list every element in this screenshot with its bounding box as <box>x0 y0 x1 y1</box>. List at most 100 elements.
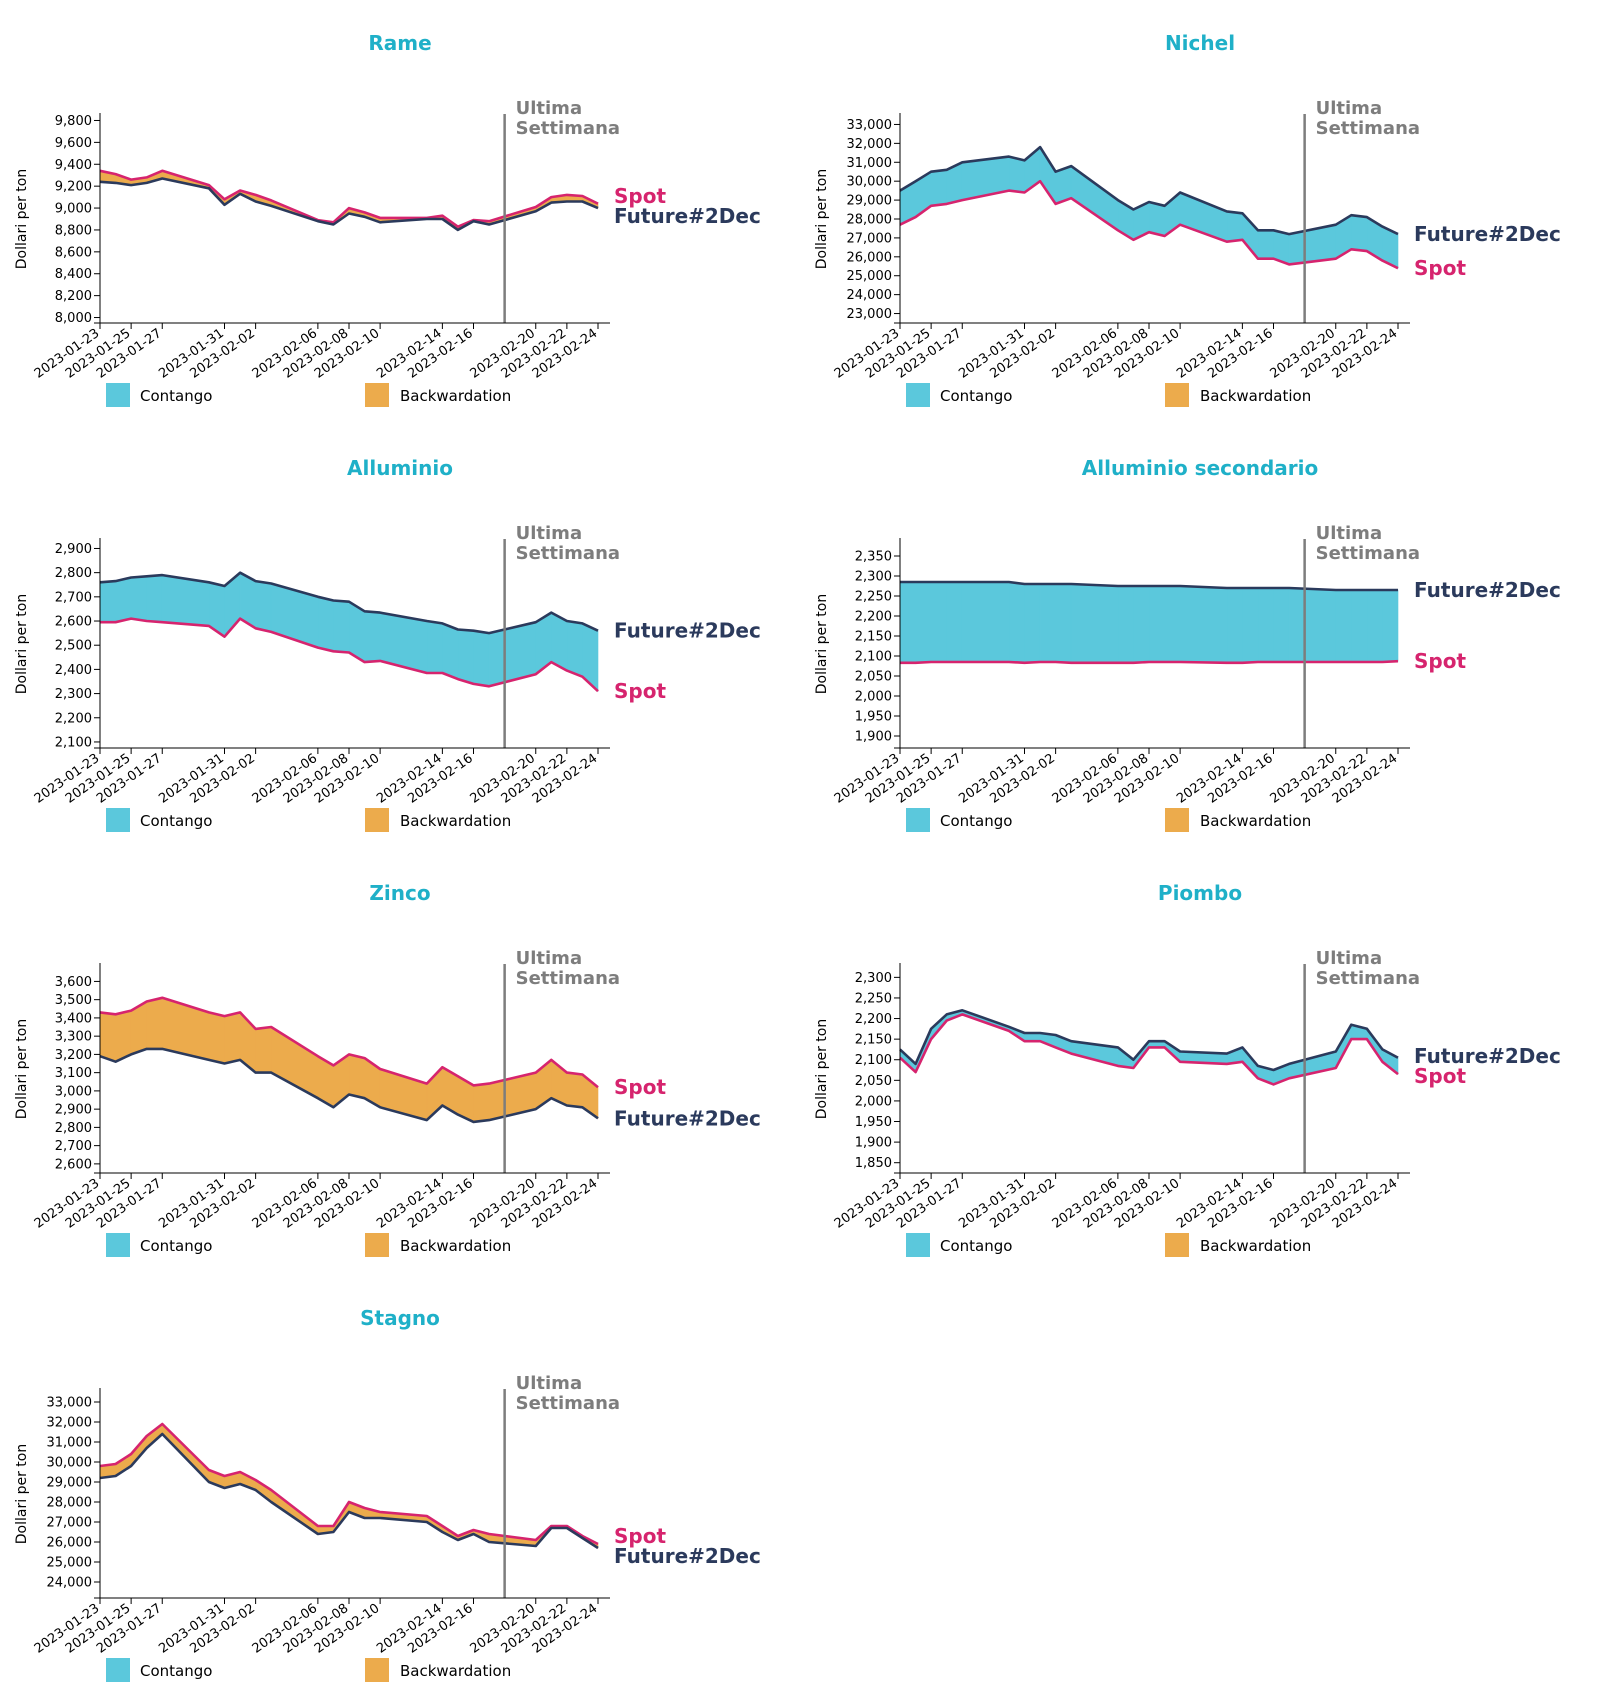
y-tick-label: 2,500 <box>55 639 92 654</box>
y-axis-label: Dollari per ton <box>14 169 30 269</box>
contango-area <box>551 612 568 672</box>
spot-line <box>99 1422 599 1546</box>
y-tick-label: 31,000 <box>847 156 893 171</box>
y-tick-label: 2,300 <box>55 687 92 702</box>
contango-area <box>566 620 583 678</box>
future-label: Future#2Dec <box>614 204 761 228</box>
y-tick-label: 24,000 <box>47 1576 93 1591</box>
legend-backwardation-label: Backwardation <box>400 1237 511 1255</box>
contango-area <box>1070 165 1119 231</box>
y-tick-label: 29,000 <box>47 1476 93 1491</box>
contango-area <box>1366 589 1383 663</box>
y-tick-label: 2,300 <box>855 971 892 986</box>
y-tick-label: 25,000 <box>47 1556 93 1571</box>
y-tick-label: 2,000 <box>855 690 892 705</box>
spot-line <box>100 617 599 693</box>
contango-area <box>146 574 163 623</box>
lastweek-label-line1: Ultima <box>516 1373 582 1394</box>
backwardation-area <box>255 1026 272 1073</box>
y-axis-label: Dollari per ton <box>14 1019 30 1119</box>
y-tick-label: 2,800 <box>55 1121 92 1136</box>
contango-area <box>426 620 443 674</box>
y-tick-label: 1,850 <box>855 1156 892 1171</box>
contango-area <box>1242 587 1259 664</box>
y-tick-label: 1,900 <box>855 730 892 745</box>
y-tick-label: 2,200 <box>855 1012 892 1027</box>
y-tick-label: 1,950 <box>855 710 892 725</box>
contango-area <box>115 577 132 623</box>
contango-area <box>270 583 319 649</box>
contango-area <box>961 581 1010 663</box>
y-tick-label: 33,000 <box>47 1396 93 1411</box>
lastweek-label-line1: Ultima <box>1316 948 1382 969</box>
spot-line <box>899 1013 1399 1086</box>
legend-contango-label: Contango <box>940 387 1012 405</box>
contango-area <box>1382 589 1399 663</box>
future-label: Future#2Dec <box>614 1544 761 1568</box>
contango-area <box>1257 587 1274 663</box>
spot-label: Spot <box>1414 649 1466 673</box>
y-axis-label: Dollari per ton <box>814 1019 830 1119</box>
y-tick-label: 25,000 <box>847 269 893 284</box>
contango-area <box>333 600 350 653</box>
y-tick-label: 8,200 <box>55 289 92 304</box>
y-tick-label: 2,400 <box>55 663 92 678</box>
chart-title: Stagno <box>360 1306 440 1330</box>
backwardation-area <box>566 1072 583 1108</box>
y-tick-label: 2,250 <box>855 991 892 1006</box>
legend-backwardation-swatch <box>1165 383 1189 407</box>
spot-label: Spot <box>1414 256 1466 280</box>
y-tick-label: 28,000 <box>47 1496 93 1511</box>
legend-contango-swatch <box>906 1233 930 1257</box>
legend-contango-label: Contango <box>140 387 212 405</box>
contango-area <box>1070 583 1119 664</box>
contango-area <box>161 574 210 627</box>
y-tick-label: 2,700 <box>55 1139 92 1154</box>
future-label: Future#2Dec <box>1414 578 1561 602</box>
y-tick-label: 3,200 <box>55 1048 92 1063</box>
y-tick-label: 24,000 <box>847 288 893 303</box>
future-line <box>99 177 599 232</box>
future-label: Future#2Dec <box>1414 222 1561 246</box>
lastweek-label-line2: Settimana <box>516 968 620 989</box>
contango-area <box>1226 211 1243 243</box>
backwardation-area <box>115 1010 132 1063</box>
lastweek-label-line1: Ultima <box>516 948 582 969</box>
y-tick-label: 2,350 <box>855 550 892 565</box>
spot-line <box>99 996 599 1089</box>
y-tick-label: 2,200 <box>855 610 892 625</box>
y-tick-label: 9,800 <box>55 114 92 129</box>
y-tick-label: 32,000 <box>847 137 893 152</box>
contango-area <box>930 581 947 663</box>
lastweek-label-line2: Settimana <box>1316 968 1420 989</box>
y-tick-label: 2,600 <box>55 1157 92 1172</box>
legend-contango-swatch <box>106 808 130 832</box>
legend-contango-swatch <box>106 1658 130 1682</box>
future-label: Future#2Dec <box>614 1106 761 1130</box>
contango-area <box>1024 583 1041 664</box>
y-tick-label: 1,950 <box>855 1115 892 1130</box>
y-tick-label: 3,600 <box>55 975 92 990</box>
legend-backwardation-label: Backwardation <box>400 387 511 405</box>
contango-area <box>442 623 459 680</box>
y-tick-label: 3,500 <box>55 993 92 1008</box>
y-tick-label: 32,000 <box>47 1416 93 1431</box>
backwardation-area <box>146 997 163 1050</box>
contango-area <box>1257 230 1274 260</box>
chart-title: Piombo <box>1158 881 1242 905</box>
backwardation-area <box>270 1026 319 1099</box>
spot-line <box>99 169 599 228</box>
future-line <box>99 1432 599 1550</box>
y-tick-label: 30,000 <box>847 175 893 190</box>
legend-backwardation-swatch <box>1165 808 1189 832</box>
legend-contango-swatch <box>106 383 130 407</box>
lastweek-label-line2: Settimana <box>1316 118 1420 139</box>
y-tick-label: 2,150 <box>855 1033 892 1048</box>
y-tick-label: 2,250 <box>855 590 892 605</box>
y-tick-label: 8,800 <box>55 223 92 238</box>
chart-title: Zinco <box>369 881 430 905</box>
spot-line <box>899 179 1399 270</box>
future-label: Future#2Dec <box>614 619 761 643</box>
